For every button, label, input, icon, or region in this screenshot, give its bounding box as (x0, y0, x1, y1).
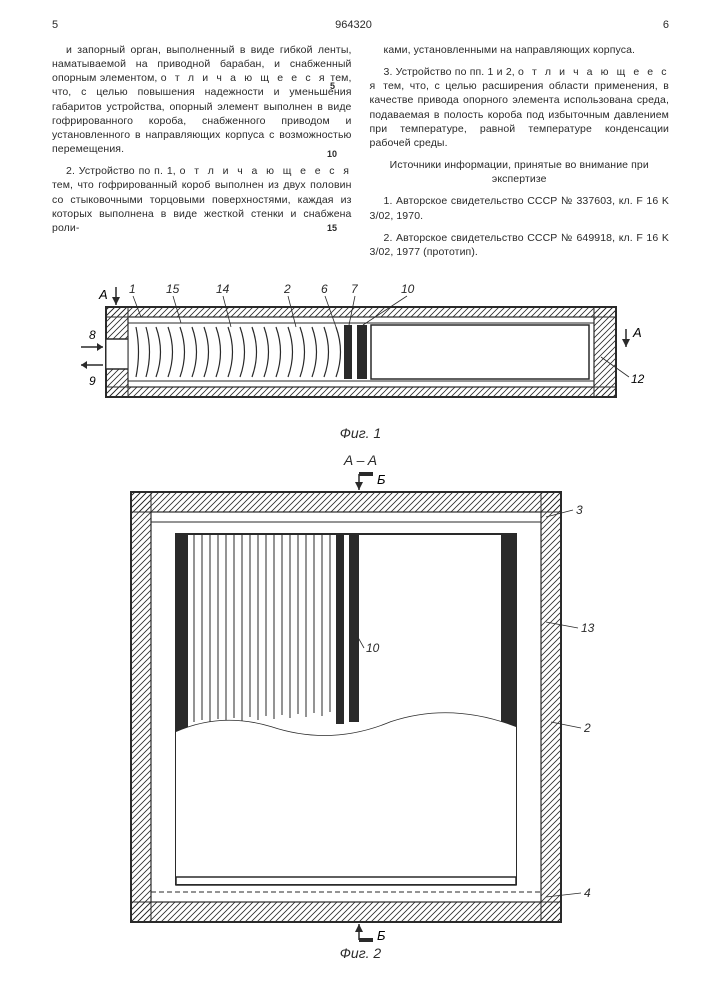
label-14: 14 (216, 282, 230, 296)
text-columns: и запорный орган, выполненный в виде гиб… (52, 43, 669, 267)
text: тем, что, с целью повышения надежности и… (52, 72, 352, 155)
claim-3: 3. Устройство по пп. 1 и 2, о т л и ч а … (370, 65, 670, 150)
section-A-left: A (98, 287, 120, 305)
label-6: 6 (321, 282, 328, 296)
label-15: 15 (166, 282, 180, 296)
line-num-15: 15 (327, 222, 337, 234)
left-column: и запорный орган, выполненный в виде гиб… (52, 43, 352, 267)
label-8: 8 (89, 328, 96, 342)
claim-2: 2. Устройство по п. 1, о т л и ч а ю щ е… (52, 164, 352, 235)
source-1: 1. Авторское свидетельство СССР № 337603… (370, 194, 670, 222)
sources-heading: Источники информации, принятые во вниман… (370, 158, 670, 186)
label-7: 7 (351, 282, 359, 296)
label-A-left: A (98, 287, 108, 302)
text: 2. Устройство по п. 1, (66, 165, 180, 177)
label-10: 10 (401, 282, 415, 296)
claim-2-cont: ками, установленными на направляющих кор… (370, 43, 670, 57)
label-A-right: A (632, 325, 642, 340)
text: тем, что, с целью расширения области при… (370, 80, 670, 149)
figure-2: Б Б 3 13 2 4 10 (101, 472, 621, 942)
section-AA-label: A – A (52, 451, 669, 470)
fig2-caption: Фиг. 2 (52, 944, 669, 963)
text-spaced: о т л и ч а ю щ е е с я (180, 165, 352, 177)
right-column: ками, установленными на направляющих кор… (370, 43, 670, 267)
line-num-10: 10 (327, 148, 337, 160)
line-num-5: 5 (330, 80, 335, 92)
figure-1: A A 1 15 14 2 6 7 10 (61, 277, 661, 422)
text: тем, что гофрированный короб выполнен из… (52, 179, 352, 234)
section-A-right: A (622, 325, 642, 347)
label-10-fig2: 10 (366, 641, 380, 655)
label-B-bot: Б (377, 928, 386, 942)
fig1-caption: Фиг. 1 (52, 424, 669, 443)
label-3: 3 (576, 503, 583, 517)
page-num-left: 5 (52, 18, 58, 33)
label-2: 2 (283, 282, 291, 296)
claim-1-cont: и запорный орган, выполненный в виде гиб… (52, 43, 352, 156)
text: 3. Устройство по пп. 1 и 2, (384, 66, 519, 78)
label-9: 9 (89, 374, 96, 388)
text-spaced: о т л и ч а ю щ е е с я (161, 72, 327, 84)
label-1: 1 (129, 282, 136, 296)
label-B-top: Б (377, 472, 386, 487)
source-2: 2. Авторское свидетельство СССР № 649918… (370, 231, 670, 259)
label-2: 2 (583, 721, 591, 735)
label-12: 12 (631, 372, 645, 386)
label-13: 13 (581, 621, 595, 635)
doc-number: 964320 (335, 18, 372, 33)
page-num-right: 6 (663, 18, 669, 33)
label-4: 4 (584, 886, 591, 900)
